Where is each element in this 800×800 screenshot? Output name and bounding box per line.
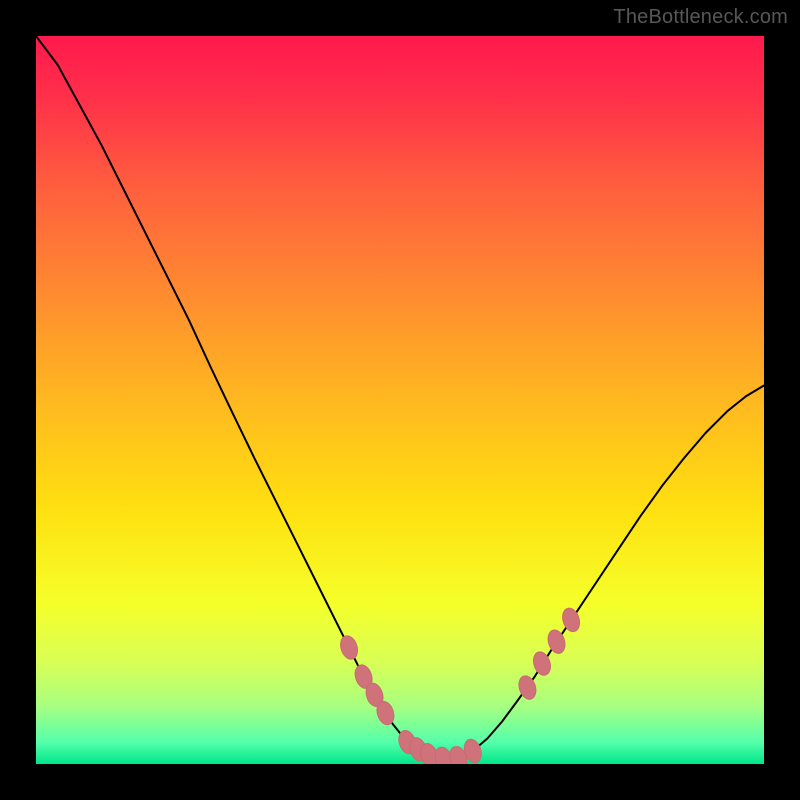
chart-outer: TheBottleneck.com — [0, 0, 800, 800]
chart-plot — [36, 36, 764, 764]
watermark-text: TheBottleneck.com — [613, 6, 788, 29]
gradient-background — [36, 36, 764, 764]
